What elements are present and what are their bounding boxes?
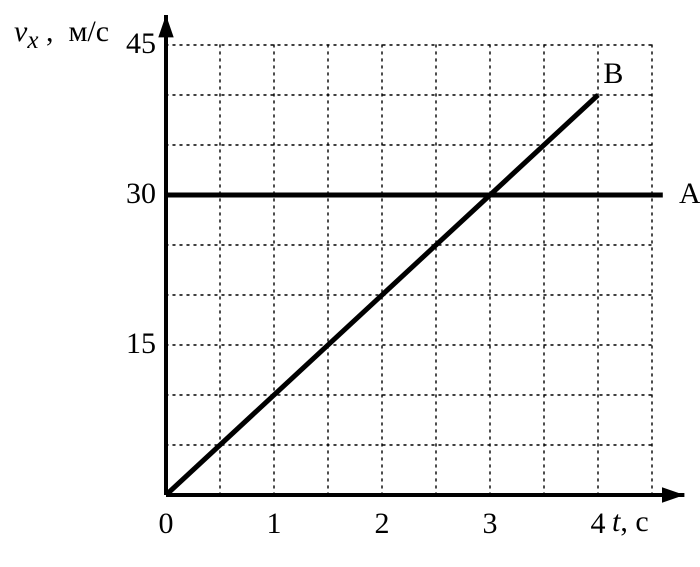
series-label-A: А xyxy=(679,177,700,211)
x-tick-label: 1 xyxy=(259,507,289,541)
series-label-B: В xyxy=(603,57,623,91)
y-tick-label: 45 xyxy=(106,27,156,61)
y-axis-label: vx , м/с xyxy=(14,15,109,55)
x-tick-label: 3 xyxy=(475,507,505,541)
x-axis-label: t, с xyxy=(612,505,649,539)
velocity-time-chart: vx , м/с t, с 0 1 2 3 4 15 30 45 А В xyxy=(0,0,700,567)
x-tick-label: 0 xyxy=(151,507,181,541)
x-tick-label: 2 xyxy=(367,507,397,541)
y-tick-label: 30 xyxy=(106,177,156,211)
chart-svg xyxy=(0,0,700,567)
y-tick-label: 15 xyxy=(106,327,156,361)
x-tick-label: 4 xyxy=(583,507,613,541)
